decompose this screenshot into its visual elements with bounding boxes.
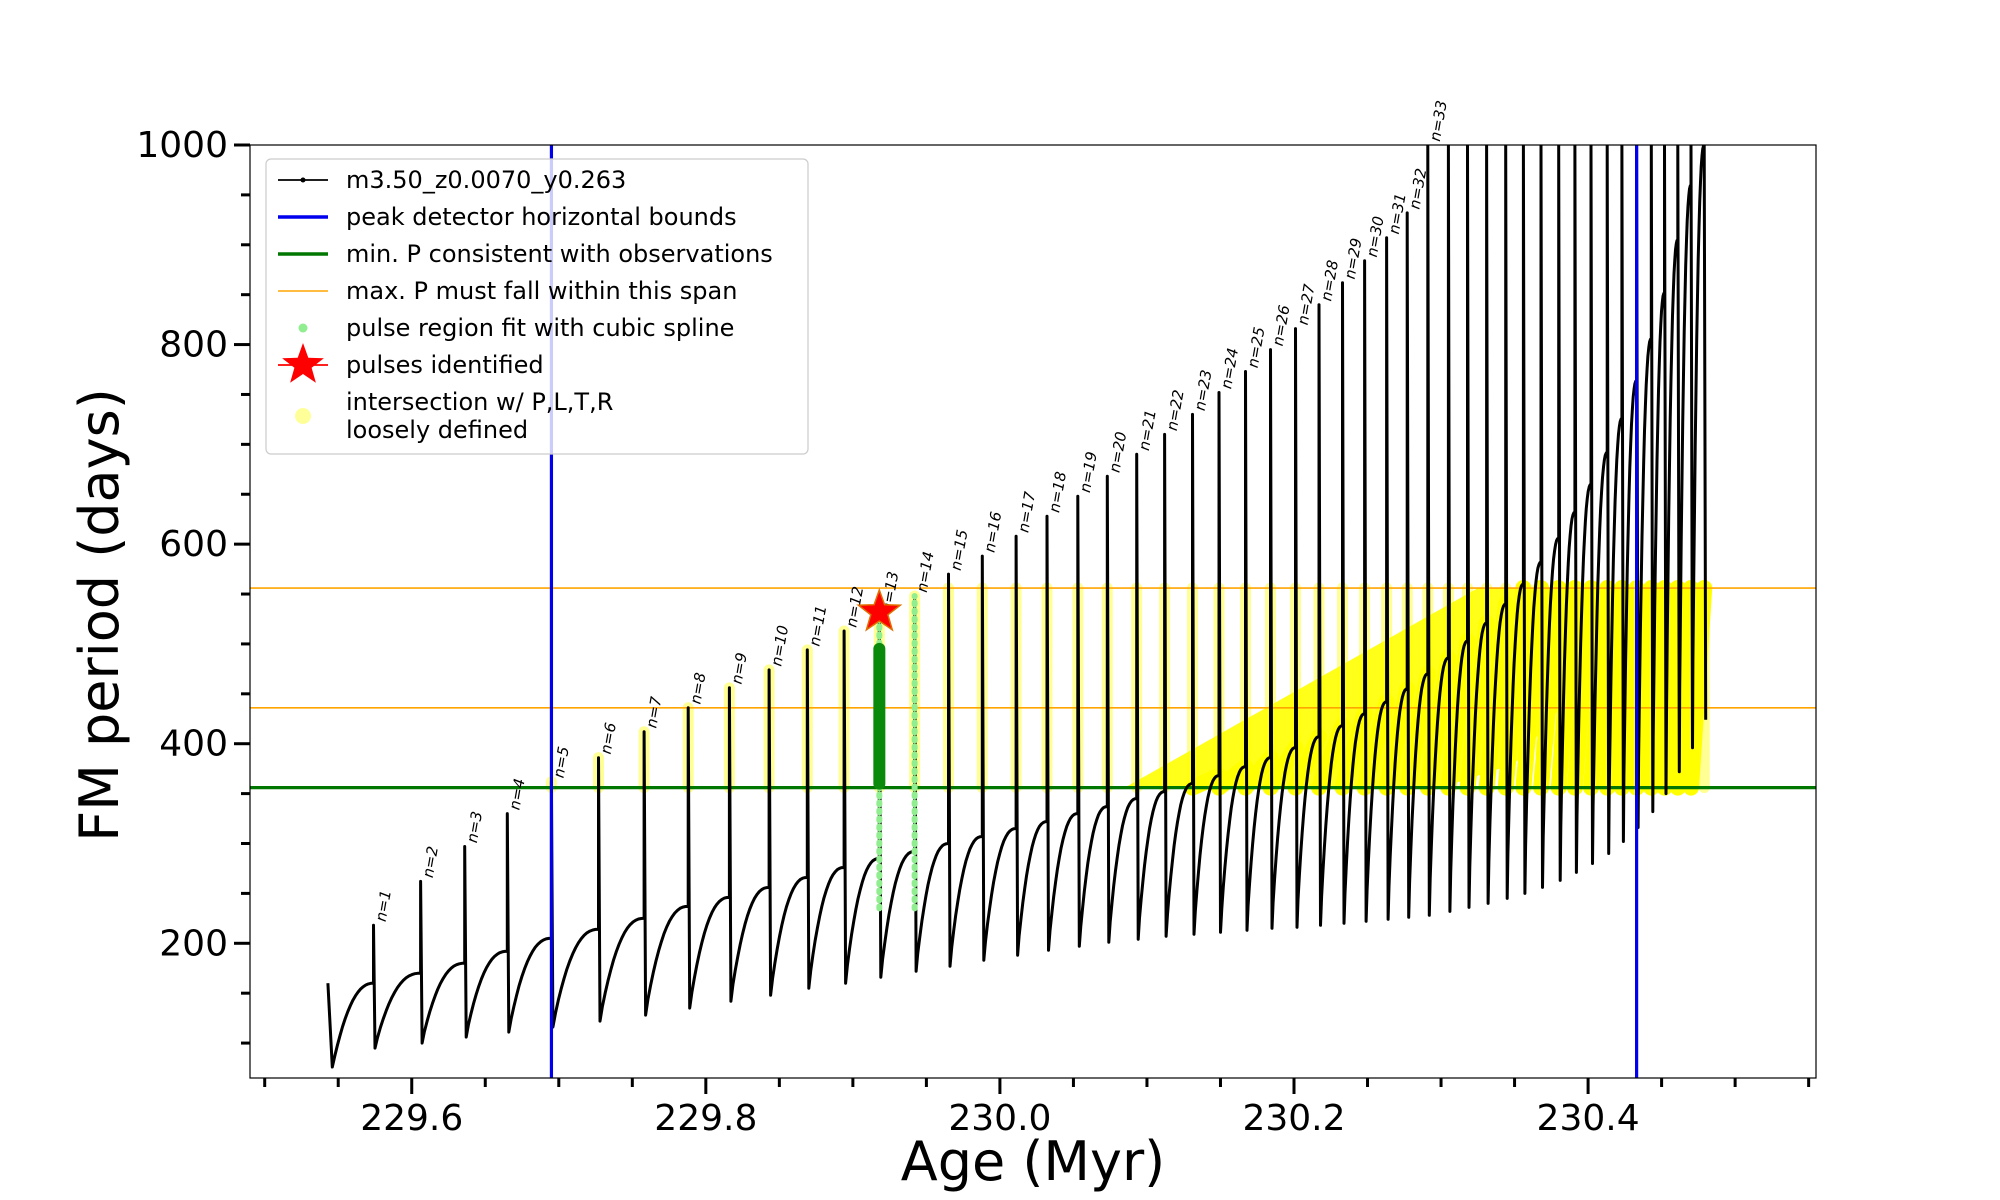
pulses-identified [856, 587, 903, 632]
pulse-label: n=11 [806, 604, 831, 648]
period-track [326, 145, 1708, 1069]
plot-frame [249, 144, 1817, 1079]
star-marker [856, 587, 903, 632]
legend-label: peak detector horizontal bounds [346, 203, 737, 231]
legend-label: intersection w/ P,L,T,R [346, 388, 613, 416]
legend-box [265, 158, 809, 455]
intersection-band [1683, 580, 1713, 796]
pulse-label: n=2 [419, 845, 442, 879]
x-tick-label: 230.2 [1242, 1098, 1345, 1139]
legend-swatch [295, 408, 311, 424]
track-line [326, 145, 1708, 1069]
legend-entry: pulses identified [278, 343, 544, 383]
pulse-label: n=30 [1363, 215, 1388, 259]
y-axis-label: FM period (days) [68, 388, 131, 842]
pulse-label: n=19 [1076, 450, 1101, 494]
y-tick-label: 600 [159, 524, 228, 565]
legend-label: max. P must fall within this span [346, 277, 737, 305]
pulse-label: n=21 [1135, 408, 1160, 452]
pulse-fit [873, 593, 918, 912]
legend-entry: peak detector horizontal bounds [278, 203, 737, 231]
pulse-label: n=26 [1269, 304, 1294, 348]
legend-entry: max. P must fall within this span [278, 277, 737, 305]
legend-entry: m3.50_z0.0070_y0.263 [278, 166, 626, 194]
legend-entry: pulse region fit with cubic spline [298, 314, 734, 342]
pulse-label: n=20 [1106, 430, 1131, 474]
y-tick-label: 200 [159, 923, 228, 964]
x-tick-label: 229.6 [360, 1098, 463, 1139]
legend-label-line2: loosely defined [346, 416, 528, 444]
pulse-label: n=23 [1191, 368, 1216, 412]
pulse-label: n=6 [597, 721, 620, 755]
legend-label: m3.50_z0.0070_y0.263 [346, 166, 626, 194]
x-tick-label: 230.0 [948, 1098, 1051, 1139]
pulse-label: n=14 [913, 550, 938, 594]
pulse-label: n=4 [506, 777, 529, 811]
pulse-label: n=28 [1317, 259, 1342, 303]
pulse-label: n=16 [981, 510, 1006, 554]
legend-label: min. P consistent with observations [346, 240, 773, 268]
y-tick-label: 400 [159, 724, 228, 765]
legend-label: pulse region fit with cubic spline [346, 314, 734, 342]
pulse-label: n=24 [1217, 347, 1242, 391]
x-axis-label: Age (Myr) [901, 1130, 1166, 1193]
pulse-label: n=27 [1294, 282, 1319, 326]
pulse-label: n=1 [372, 889, 395, 923]
pulse-label: n=3 [463, 810, 486, 844]
pulse-label: n=17 [1014, 490, 1039, 534]
legend-swatch [298, 323, 308, 333]
legend-entry: min. P consistent with observations [278, 240, 773, 268]
pulse-label: n=8 [686, 671, 709, 705]
legend-label: pulses identified [346, 351, 544, 379]
pulse-label: n=7 [642, 695, 665, 730]
axes: 229.6 229.8 230.0 230.2 230.4 200 400 600 800 100… [136, 125, 1811, 1139]
pulse-label: n=25 [1244, 326, 1269, 370]
pulse-label: n=10 [767, 624, 792, 668]
pulse-label: n=29 [1341, 237, 1366, 281]
x-tick-label: 230.4 [1537, 1098, 1640, 1139]
legend-swatch-dot [300, 177, 306, 183]
intersection-wedge [1124, 588, 1637, 788]
pulse-label: n=9 [728, 651, 751, 685]
pulse-label: n=33 [1426, 99, 1451, 143]
pulse-label: n=18 [1045, 470, 1070, 514]
legend-swatch [282, 343, 324, 383]
y-tick-label: 1000 [136, 125, 228, 166]
pulse-label: n=5 [550, 745, 573, 779]
horizontal-bounds [250, 587, 1816, 790]
pulse-label: n=15 [947, 528, 972, 572]
pulse-label: n=22 [1163, 388, 1188, 432]
x-tick-label: 229.8 [654, 1098, 757, 1139]
y-tick-label: 800 [159, 325, 228, 366]
